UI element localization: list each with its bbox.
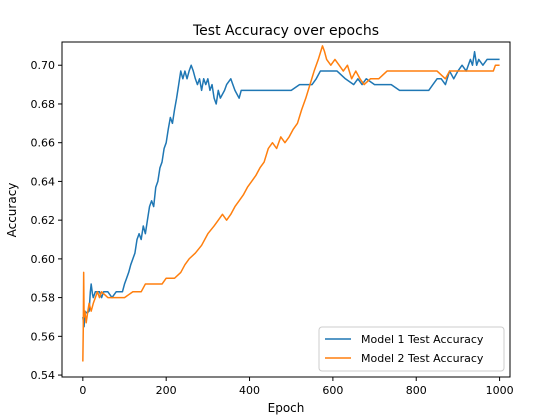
x-tick-label: 0 [79,384,86,397]
plot-area [61,41,511,378]
y-tick-label: 0.62 [31,214,56,227]
x-tick-label: 800 [406,384,427,397]
legend-label-model-1: Model 1 Test Accuracy [361,333,484,346]
y-axis-label: Accuracy [5,183,19,238]
x-axis-label: Epoch [268,401,305,415]
x-tick-label: 600 [322,384,343,397]
legend: Model 1 Test Accuracy Model 2 Test Accur… [318,326,505,372]
legend-label-model-2: Model 2 Test Accuracy [361,352,484,365]
series-group [82,45,500,362]
x-tick-label: 400 [239,384,260,397]
legend-box [318,326,505,372]
y-tick-label: 0.60 [31,253,56,266]
y-tick-label: 0.56 [31,330,56,343]
series-line-model-1 [82,50,500,328]
x-tick-label: 200 [156,384,177,397]
y-tick-label: 0.64 [31,175,56,188]
y-tick-label: 0.54 [31,369,56,382]
x-axis: 0 200 400 600 800 1000 [79,377,514,397]
y-axis: 0.54 0.56 0.58 0.60 0.62 0.64 0.66 0.68 0.70 [31,59,62,382]
y-tick-label: 0.66 [31,137,56,150]
plot-frame [61,41,511,378]
y-tick-label: 0.68 [31,98,56,111]
series-line-model-2 [82,45,500,362]
y-tick-label: 0.70 [31,59,56,72]
x-tick-label: 1000 [486,384,514,397]
chart-title: Test Accuracy over epochs [192,23,379,39]
y-tick-label: 0.58 [31,292,56,305]
